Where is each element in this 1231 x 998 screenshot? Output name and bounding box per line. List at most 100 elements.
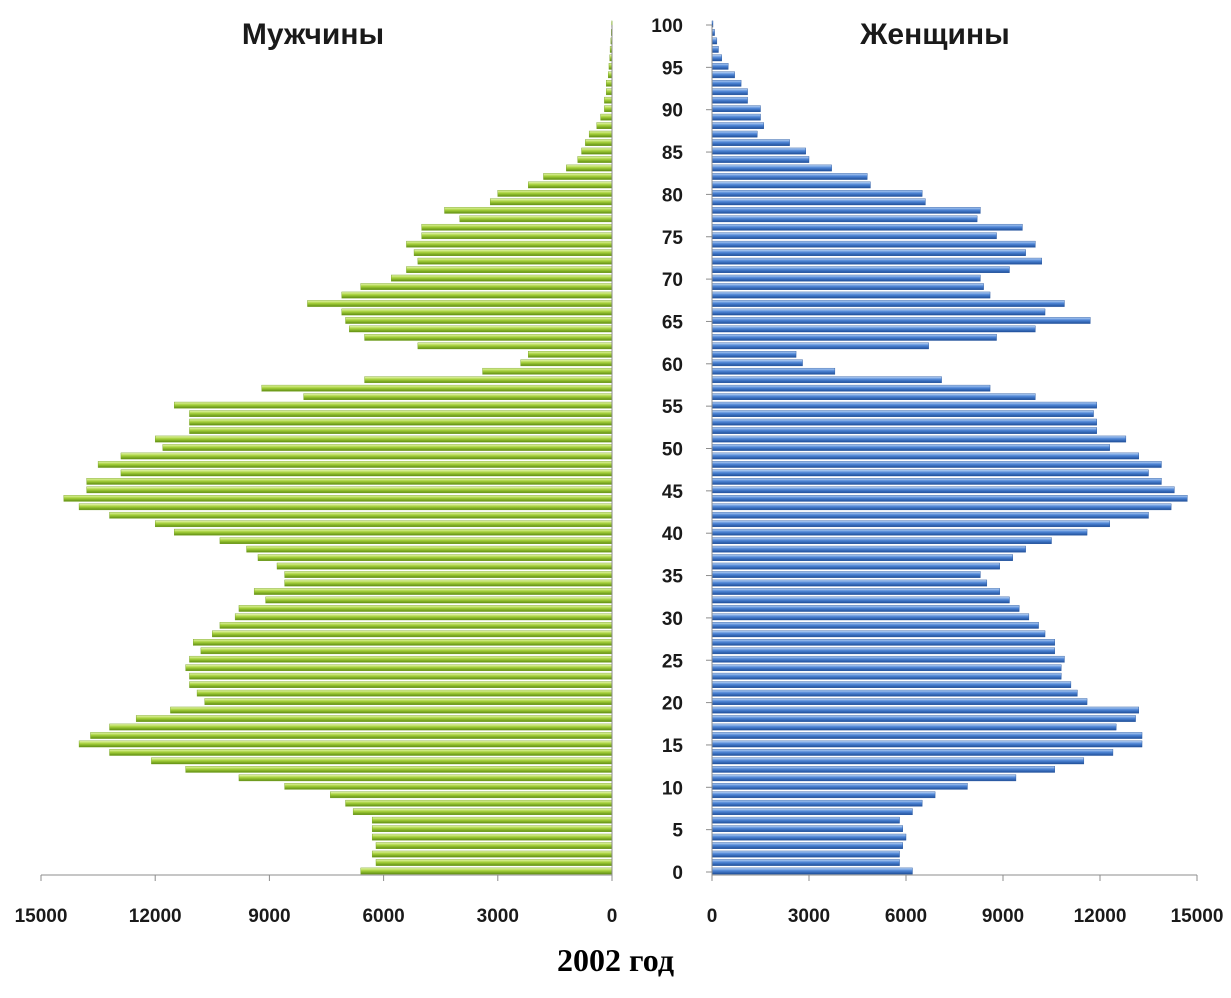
female-bar-age-63 — [712, 334, 997, 340]
female-bar-age-17 — [712, 724, 1116, 730]
female-bar-age-2 — [712, 851, 900, 857]
male-bar-age-91 — [604, 97, 612, 103]
male-bar-age-86 — [585, 139, 612, 145]
female-bar-age-50 — [712, 444, 1110, 450]
male-bar-age-74 — [406, 241, 612, 247]
female-bar-age-40 — [712, 529, 1087, 535]
male-bar-age-0 — [361, 868, 612, 874]
male-bar-age-73 — [414, 250, 612, 256]
age-tick-label: 90 — [662, 101, 683, 122]
female-x-tick-label: 0 — [707, 906, 718, 927]
female-bar-age-68 — [712, 292, 990, 298]
male-bar-age-81 — [528, 182, 612, 188]
male-bar-age-49 — [121, 453, 612, 459]
age-tick-label: 45 — [662, 482, 684, 503]
age-tick-label: 95 — [662, 58, 684, 79]
female-bar-age-37 — [712, 555, 1013, 561]
female-bar-age-52 — [712, 427, 1097, 433]
female-bar-age-51 — [712, 436, 1126, 442]
female-bar-age-60 — [712, 360, 803, 366]
male-bar-age-2 — [372, 851, 612, 857]
female-bar-age-75 — [712, 233, 997, 239]
male-bar-age-25 — [189, 656, 612, 662]
male-bar-age-76 — [422, 224, 612, 230]
female-bar-age-21 — [712, 690, 1077, 696]
female-bar-age-78 — [712, 207, 980, 213]
male-bar-age-92 — [606, 89, 612, 95]
male-x-tick-label: 0 — [607, 906, 618, 927]
female-bar-age-6 — [712, 817, 900, 823]
male-bar-age-10 — [285, 783, 612, 789]
female-bar-age-44 — [712, 495, 1187, 501]
male-bar-age-68 — [342, 292, 612, 298]
female-bar-age-9 — [712, 792, 935, 798]
male-bar-age-40 — [174, 529, 612, 535]
male-bar-age-11 — [239, 775, 612, 781]
female-bar-age-1 — [712, 859, 900, 865]
female-bar-age-13 — [712, 758, 1084, 764]
female-bar-age-64 — [712, 326, 1035, 332]
female-bar-age-57 — [712, 385, 990, 391]
female-bar-age-61 — [712, 351, 796, 357]
female-bar-age-16 — [712, 732, 1142, 738]
female-bar-age-4 — [712, 834, 906, 840]
female-panel-title: Женщины — [859, 18, 1009, 51]
male-bar-age-75 — [422, 233, 612, 239]
female-bar-age-53 — [712, 419, 1097, 425]
male-bar-age-41 — [155, 521, 612, 527]
male-bar-age-60 — [521, 360, 612, 366]
female-bar-age-12 — [712, 766, 1055, 772]
male-bar-age-28 — [212, 631, 612, 637]
female-bar-age-32 — [712, 597, 1009, 603]
female-bar-age-93 — [712, 80, 741, 86]
female-bar-age-80 — [712, 190, 922, 196]
male-bar-age-94 — [608, 72, 612, 78]
male-bar-age-56 — [304, 394, 612, 400]
age-tick-label: 25 — [662, 651, 684, 672]
male-bar-age-65 — [346, 317, 612, 323]
female-bar-age-39 — [712, 538, 1052, 544]
female-bar-age-11 — [712, 775, 1016, 781]
female-bar-age-3 — [712, 842, 903, 848]
age-tick-label: 85 — [662, 143, 684, 164]
age-tick-label: 55 — [662, 397, 684, 418]
male-bar-age-53 — [189, 419, 612, 425]
female-bar-age-85 — [712, 148, 806, 154]
female-bar-age-72 — [712, 258, 1042, 264]
male-bar-age-83 — [566, 165, 612, 171]
male-bars — [64, 21, 612, 874]
male-bar-age-31 — [239, 605, 612, 611]
male-bar-age-3 — [376, 842, 612, 848]
female-x-tick-label: 9000 — [982, 906, 1024, 927]
male-bar-age-52 — [189, 427, 612, 433]
male-bar-age-33 — [254, 588, 612, 594]
female-bar-age-86 — [712, 139, 790, 145]
female-bar-age-22 — [712, 682, 1071, 688]
male-x-tick-label: 6000 — [362, 906, 404, 927]
male-bar-age-22 — [189, 682, 612, 688]
female-bar-age-49 — [712, 453, 1139, 459]
age-tick-label: 35 — [662, 567, 684, 588]
male-bar-age-18 — [136, 715, 612, 721]
female-x-tick-label: 12000 — [1074, 906, 1127, 927]
male-bar-age-13 — [151, 758, 612, 764]
male-bar-age-69 — [361, 283, 612, 289]
female-bar-age-26 — [712, 648, 1055, 654]
male-x-tick-label: 12000 — [129, 906, 182, 927]
female-bar-age-71 — [712, 267, 1009, 273]
male-bar-age-90 — [604, 106, 612, 112]
male-bar-age-5 — [372, 826, 612, 832]
male-bar-age-35 — [285, 571, 612, 577]
female-bar-age-27 — [712, 639, 1055, 645]
male-bar-age-47 — [121, 470, 612, 476]
male-bar-age-89 — [601, 114, 612, 120]
age-tick-label: 10 — [662, 778, 683, 799]
male-bar-age-87 — [589, 131, 612, 137]
male-panel-title: Мужчины — [242, 18, 384, 51]
male-bar-age-50 — [163, 444, 612, 450]
female-bar-age-92 — [712, 89, 748, 95]
age-tick-label: 65 — [662, 312, 684, 333]
male-bar-age-80 — [498, 190, 612, 196]
male-bar-age-79 — [490, 199, 612, 205]
